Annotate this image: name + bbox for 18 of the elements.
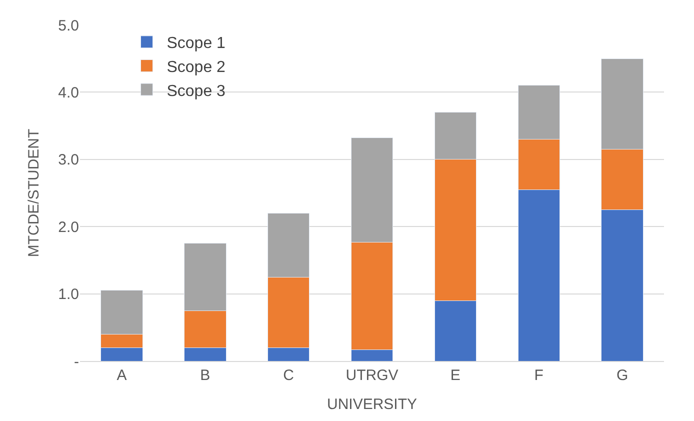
y-tick-label: 3.0 (58, 152, 79, 169)
y-axis-title: MTCDE/STUDENT (25, 128, 42, 258)
y-tick-label: 1.0 (58, 286, 79, 304)
x-tick-label: A (116, 367, 127, 384)
y-tick-label: 2.0 (58, 218, 79, 236)
legend-label: Scope 2 (166, 58, 226, 76)
legend-label: Scope 3 (166, 82, 226, 100)
x-tick-label: E (450, 367, 460, 384)
y-tick-label: - (74, 353, 79, 370)
x-tick-label: B (200, 367, 210, 384)
x-tick-label: F (534, 367, 544, 384)
x-tick-label: C (283, 367, 294, 384)
y-tick-label: 4.0 (58, 84, 79, 102)
legend-label: Scope 1 (166, 35, 226, 52)
x-axis-title: UNIVERSITY (326, 396, 418, 413)
x-tick-label: UTRGV (346, 367, 398, 384)
y-tick-label: 5.0 (58, 17, 79, 34)
x-tick-label: G (616, 367, 628, 384)
